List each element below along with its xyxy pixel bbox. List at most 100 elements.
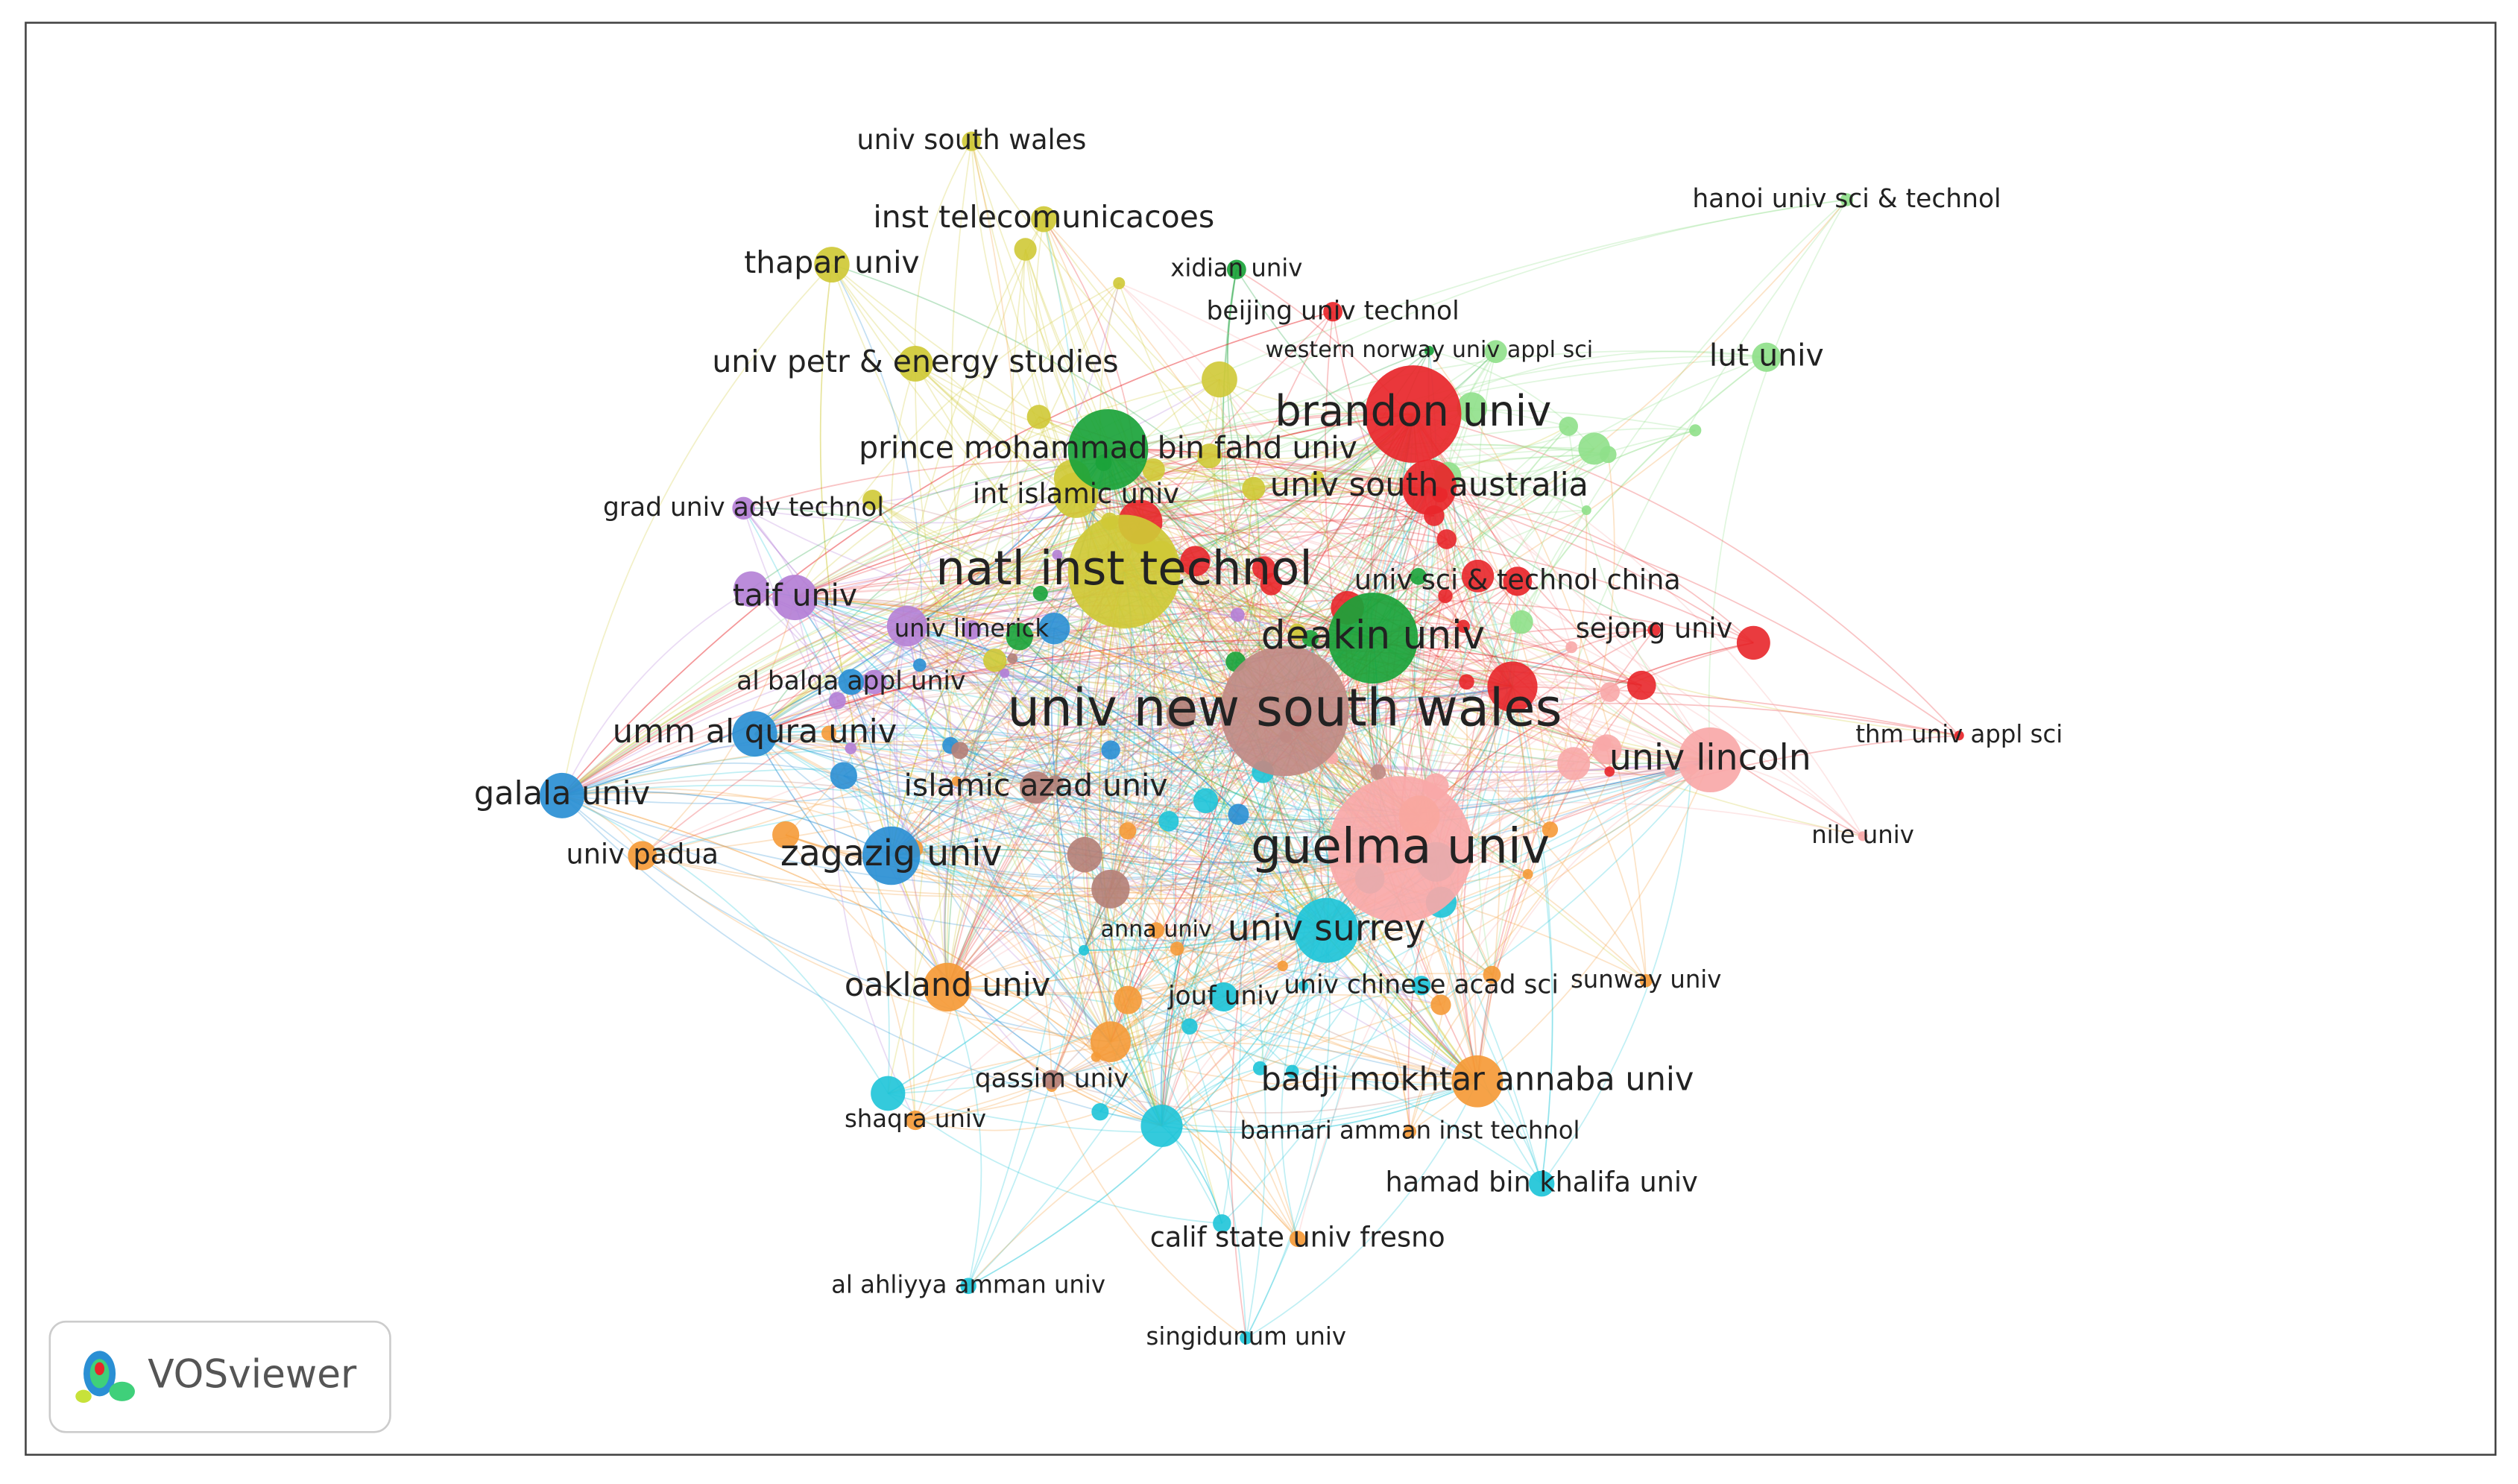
edge bbox=[947, 736, 1287, 988]
node bbox=[1424, 345, 1434, 356]
edge bbox=[1118, 282, 1437, 787]
edge bbox=[906, 625, 1240, 815]
edge bbox=[794, 379, 1220, 599]
edge bbox=[1219, 379, 1513, 688]
edge bbox=[794, 597, 892, 856]
edge bbox=[906, 625, 958, 782]
edge bbox=[891, 769, 1263, 856]
edge bbox=[561, 795, 1299, 1240]
node bbox=[951, 742, 969, 760]
node-label: brandon univ bbox=[1275, 388, 1551, 436]
edge bbox=[891, 713, 1182, 856]
node bbox=[1228, 803, 1249, 825]
edge bbox=[971, 141, 1478, 1082]
edge bbox=[906, 625, 1299, 1240]
edge bbox=[1161, 1080, 1478, 1134]
edge bbox=[754, 733, 1478, 1082]
node-label: islamic azad univ bbox=[904, 767, 1168, 803]
edge bbox=[561, 784, 1327, 931]
edge bbox=[837, 700, 1037, 789]
node-label: al balqa appl univ bbox=[736, 666, 965, 696]
edge bbox=[915, 973, 1492, 1121]
edge bbox=[1081, 571, 1125, 1042]
node-label: univ new south wales bbox=[1007, 678, 1562, 738]
edge bbox=[891, 449, 1109, 856]
edge bbox=[642, 413, 1414, 856]
edge bbox=[947, 407, 1473, 988]
edge bbox=[836, 599, 1754, 701]
edge bbox=[874, 681, 1190, 1027]
edge bbox=[1377, 595, 1446, 772]
edge bbox=[561, 413, 1413, 797]
node bbox=[1020, 771, 1053, 804]
edge bbox=[947, 713, 1182, 988]
edge bbox=[871, 499, 1327, 931]
edge bbox=[561, 791, 892, 856]
edge bbox=[1142, 531, 1754, 644]
edge bbox=[754, 730, 1371, 880]
edge bbox=[891, 515, 1435, 856]
edge bbox=[561, 768, 1370, 880]
edge bbox=[1419, 642, 1754, 817]
edge bbox=[1043, 218, 1141, 522]
node bbox=[1401, 459, 1457, 515]
node bbox=[1626, 670, 1656, 700]
edge bbox=[751, 588, 1442, 1005]
edge bbox=[1139, 714, 1182, 1126]
node-label: inst telecomunicacoes bbox=[873, 199, 1214, 235]
node bbox=[1209, 982, 1238, 1012]
edge bbox=[561, 795, 889, 1094]
edge bbox=[743, 379, 1220, 510]
edge bbox=[891, 771, 1436, 856]
edge bbox=[947, 949, 1284, 988]
edge bbox=[906, 520, 1110, 627]
node bbox=[960, 1278, 976, 1295]
node bbox=[862, 669, 887, 695]
node bbox=[1301, 630, 1319, 647]
edge bbox=[1123, 571, 1328, 931]
edge bbox=[837, 686, 1513, 746]
edge bbox=[561, 311, 1334, 796]
edge bbox=[1237, 814, 1478, 1082]
node bbox=[1252, 556, 1276, 580]
edge bbox=[906, 625, 1056, 784]
edge bbox=[642, 855, 1111, 1043]
edge bbox=[754, 681, 1285, 735]
node bbox=[1230, 607, 1245, 622]
node bbox=[1438, 588, 1453, 604]
node bbox=[1528, 1170, 1555, 1197]
node bbox=[1451, 1055, 1503, 1108]
edge bbox=[561, 449, 1109, 797]
edge bbox=[850, 748, 1129, 1001]
node bbox=[1014, 238, 1037, 261]
edge bbox=[1140, 443, 1609, 523]
edge bbox=[1108, 714, 1182, 1042]
node bbox=[1430, 994, 1451, 1015]
edge bbox=[1107, 449, 1374, 639]
node bbox=[838, 669, 865, 695]
node bbox=[1403, 1125, 1417, 1139]
edge bbox=[906, 477, 1073, 627]
edge bbox=[947, 584, 1272, 988]
edge bbox=[947, 567, 1265, 988]
edge bbox=[831, 264, 1960, 736]
node bbox=[1639, 974, 1653, 988]
node-label: qassim univ bbox=[975, 1064, 1129, 1093]
edge bbox=[947, 929, 1327, 996]
node bbox=[1647, 623, 1661, 637]
edge bbox=[947, 986, 1162, 1127]
edge bbox=[1096, 743, 1605, 1058]
edge bbox=[642, 759, 1711, 897]
edge bbox=[561, 748, 1206, 802]
edge bbox=[1399, 356, 1767, 850]
node bbox=[1148, 922, 1164, 939]
edge bbox=[891, 771, 1436, 856]
edge bbox=[943, 672, 1006, 988]
edge bbox=[1226, 269, 1272, 585]
edge bbox=[890, 494, 1077, 856]
node bbox=[1484, 340, 1507, 364]
edge bbox=[906, 625, 1111, 1042]
edge bbox=[891, 849, 1492, 976]
edge bbox=[1076, 494, 1692, 770]
